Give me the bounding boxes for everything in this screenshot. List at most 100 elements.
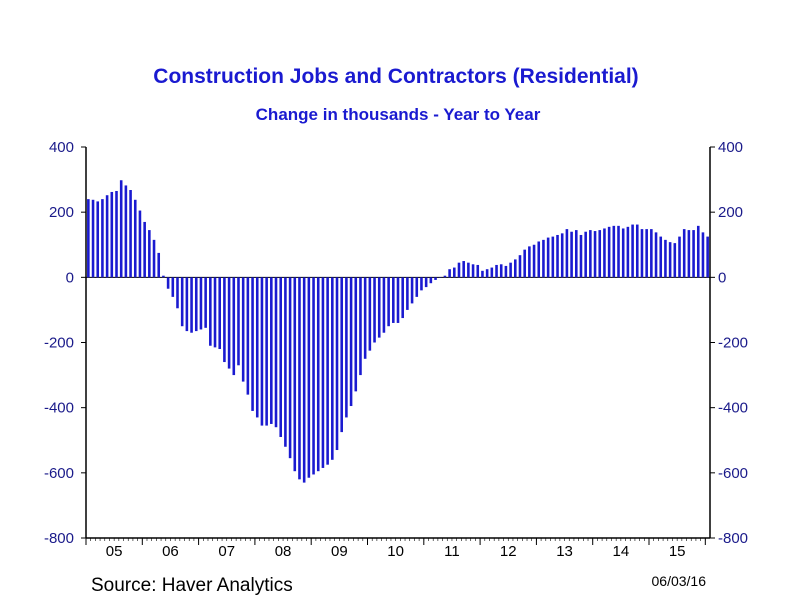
bar <box>556 234 559 278</box>
bar <box>368 277 372 351</box>
bar <box>185 277 189 332</box>
bar <box>504 265 508 278</box>
bar <box>204 277 207 328</box>
bar <box>260 277 264 426</box>
bar <box>377 277 381 338</box>
bar <box>359 277 362 376</box>
bar <box>124 185 128 278</box>
bar <box>194 277 198 332</box>
bar <box>396 277 400 323</box>
bar <box>434 277 437 280</box>
bar <box>509 262 512 278</box>
x-tick-label: 13 <box>556 543 573 560</box>
bar <box>424 277 428 288</box>
bar <box>340 277 343 433</box>
bar <box>560 233 564 278</box>
bar <box>621 228 625 278</box>
bar <box>603 228 606 278</box>
y-tick-label-left: -200 <box>44 335 74 352</box>
bar <box>349 277 353 407</box>
x-tick-label: 06 <box>162 543 179 560</box>
y-tick-label-right: -800 <box>718 530 748 547</box>
y-tick-label-right: -400 <box>718 400 748 417</box>
bar <box>246 277 250 395</box>
y-tick-label-left: -600 <box>44 465 74 482</box>
y-tick-label-left: 400 <box>49 139 74 156</box>
bar <box>251 277 254 411</box>
bar <box>631 224 634 278</box>
bar <box>481 270 484 278</box>
bar <box>467 262 470 278</box>
bar-series <box>87 180 709 483</box>
bar <box>288 277 292 459</box>
bar <box>274 277 278 428</box>
bar <box>255 277 259 418</box>
bar <box>148 230 151 278</box>
y-tick-label-right: 200 <box>718 204 743 221</box>
bar <box>392 277 395 323</box>
y-tick-label-right: 400 <box>718 139 743 156</box>
bar <box>401 277 404 319</box>
x-tick-label: 07 <box>218 543 235 560</box>
bar <box>635 224 639 278</box>
bar <box>692 230 695 278</box>
bar <box>589 230 592 278</box>
bar <box>579 234 583 278</box>
bar <box>298 277 301 480</box>
y-tick-label-right: -600 <box>718 465 748 482</box>
bar <box>598 230 602 278</box>
bar <box>532 244 536 278</box>
bar <box>232 277 236 376</box>
bar <box>607 226 611 278</box>
bar <box>335 277 339 451</box>
bar <box>542 239 545 278</box>
bar <box>138 210 142 278</box>
bar <box>696 225 700 278</box>
source-note: Source: Haver Analytics <box>91 575 293 596</box>
bar <box>223 277 226 363</box>
bar <box>518 255 522 278</box>
bar <box>312 277 315 475</box>
bar <box>415 277 419 297</box>
bar <box>284 277 287 447</box>
bar <box>659 236 663 278</box>
bar <box>180 277 184 327</box>
bar <box>570 231 573 278</box>
bar <box>129 190 132 278</box>
bar <box>551 236 555 278</box>
bar <box>453 267 456 278</box>
bar <box>162 275 165 278</box>
bar <box>143 221 146 278</box>
bar <box>293 277 297 472</box>
bar <box>640 229 644 278</box>
bar <box>218 277 221 350</box>
bar <box>321 277 325 468</box>
bar <box>209 277 212 346</box>
bar <box>302 277 306 483</box>
bar <box>584 231 587 278</box>
x-tick-label: 08 <box>275 543 292 560</box>
bar <box>199 277 203 330</box>
bar <box>171 277 175 297</box>
bar <box>115 190 118 278</box>
bar <box>190 277 193 333</box>
x-tick-label: 09 <box>331 543 348 560</box>
y-tick-label-left: 200 <box>49 204 74 221</box>
bar <box>537 241 541 278</box>
bar <box>307 277 311 478</box>
bar <box>157 252 161 278</box>
bar <box>673 243 677 278</box>
bar <box>110 191 114 278</box>
x-axis: 05 06 07 08 09 10 11 12 13 14 15 <box>106 543 686 560</box>
bar <box>687 230 691 278</box>
bar <box>650 229 653 278</box>
bar <box>406 277 409 310</box>
x-tick-label: 15 <box>669 543 686 560</box>
bar <box>701 232 705 278</box>
bar <box>523 249 526 278</box>
y-tick-label-left: 0 <box>66 269 74 286</box>
bar <box>612 225 616 278</box>
bar <box>499 264 503 278</box>
bar <box>617 225 620 278</box>
bar <box>363 277 367 359</box>
